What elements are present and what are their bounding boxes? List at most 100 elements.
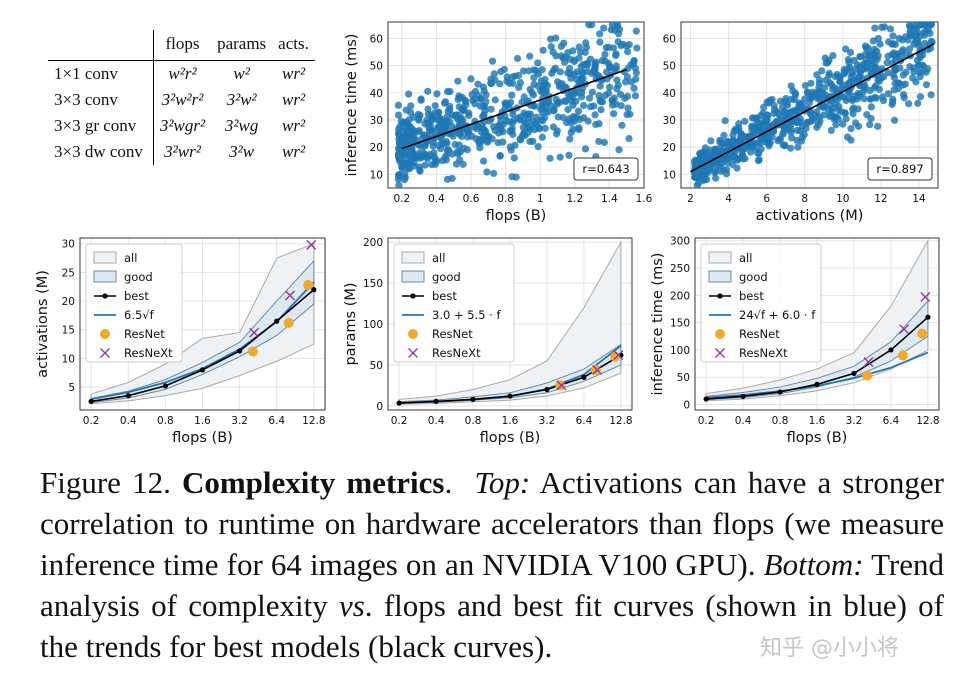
scatter-point: [910, 22, 918, 30]
y-tick-label: 40: [370, 88, 383, 100]
legend-label: all: [739, 251, 752, 265]
y-tick-label: 150: [363, 278, 383, 290]
scatter-point: [475, 135, 484, 144]
x-tick-label: 1.4: [601, 193, 618, 205]
legend-label: 6.5√f: [124, 308, 155, 322]
legend-label: good: [739, 270, 768, 284]
scatter-point: [591, 111, 599, 119]
scatter-point: [596, 82, 604, 90]
x-tick-label: 12.8: [916, 415, 939, 427]
legend-swatch-resnext: [100, 348, 110, 358]
band-good: [90, 259, 315, 404]
scatter-point: [816, 95, 824, 103]
scatter-point: [511, 72, 519, 80]
scatter-point: [487, 105, 495, 113]
scatter-point: [926, 29, 934, 37]
scatter-point: [479, 157, 488, 165]
resnext-marker: [613, 350, 624, 361]
table-cell-acts: wr²: [281, 64, 306, 83]
scatter-point: [397, 117, 405, 125]
scatter-point: [597, 106, 605, 114]
table-row: 3×3 gr conv 3²wgr² 3²wg wr²: [48, 113, 315, 139]
fit-line: [690, 43, 935, 173]
scatter-point: [446, 87, 454, 96]
scatter-point: [916, 93, 924, 101]
best-point: [162, 383, 168, 389]
y-tick-label: 50: [370, 360, 383, 372]
scatter-point: [592, 120, 600, 129]
scatter-point: [871, 24, 879, 32]
scatter-point: [402, 106, 410, 114]
scatter-point: [807, 94, 815, 103]
scatter-point: [549, 48, 557, 56]
scatter-point: [612, 50, 620, 58]
y-tick-label: 100: [670, 345, 690, 357]
x-tick-label: 0.4: [428, 415, 445, 427]
scatter-point: [429, 142, 437, 150]
scatter-point: [909, 74, 917, 82]
scatter-point: [691, 156, 699, 164]
y-axis-label: inference time (ms): [650, 253, 666, 396]
x-tick-label: 6: [763, 193, 770, 205]
x-tick-label: 0.8: [157, 415, 174, 427]
x-tick-label: 0.2: [393, 193, 410, 205]
scatter-point: [786, 108, 794, 117]
table-cell-flops: 3²wgr²: [159, 116, 206, 135]
correlation-box: [867, 157, 933, 181]
scatter-point: [468, 90, 476, 99]
scatter-point: [632, 27, 640, 35]
x-axis-label: flops (B): [480, 430, 541, 446]
scatter-point: [874, 122, 882, 130]
scatter-point: [748, 125, 756, 134]
scatter-point: [914, 99, 922, 107]
scatter-point: [424, 87, 432, 95]
scatter-point: [866, 95, 874, 103]
scatter-point: [890, 86, 898, 94]
watermark: 知乎 @小小将: [760, 636, 899, 661]
scatter-point: [866, 121, 874, 129]
scatter-point: [890, 116, 899, 124]
scatter-point: [782, 94, 790, 103]
scatter-point: [556, 68, 564, 76]
scatter-point: [801, 95, 809, 103]
scatter-point: [570, 114, 578, 122]
band-all: [398, 240, 622, 405]
legend-swatch-resnet: [100, 329, 110, 339]
scatter-point: [406, 164, 414, 173]
legend-swatch-best-dot: [410, 293, 416, 299]
resnet-marker: [862, 370, 873, 381]
scatter-point: [631, 92, 640, 100]
table-cell-params: w²: [233, 64, 250, 83]
scatter-point: [548, 69, 556, 77]
scatter-point: [872, 94, 880, 102]
x-tick-label: 0.2: [698, 415, 715, 427]
scatter-point: [586, 55, 595, 63]
scatter-point: [795, 101, 803, 109]
scatter-point: [814, 120, 823, 129]
legend-label: all: [432, 251, 445, 265]
scatter-point: [459, 115, 467, 124]
resnet-marker: [897, 350, 908, 361]
caption-bottom-text-2: . flops and best fit curves (shown in bl…: [40, 588, 944, 664]
scatter-point: [398, 163, 406, 171]
best-point: [544, 386, 550, 393]
resnext-marker: [285, 290, 296, 301]
best-point: [851, 370, 857, 377]
scatter-point: [516, 79, 524, 87]
scatter-point: [807, 79, 815, 87]
best-point: [433, 398, 439, 404]
scatter-point: [899, 46, 907, 54]
x-tick-label: 8: [801, 193, 808, 205]
resnext-marker: [863, 356, 874, 367]
scatter-point: [465, 111, 473, 120]
y-axis-label: params (M): [343, 282, 359, 365]
x-tick-label: 0.8: [465, 415, 482, 427]
scatter-point: [722, 166, 731, 174]
chart-panel-2: 2 4 6 8 10 12 14 10 20 30 40 50 60 activations (M) r=0…: [663, 21, 939, 224]
scatter-point: [716, 138, 724, 146]
scatter-point: [781, 141, 789, 149]
scatter-point: [395, 181, 403, 188]
legend-swatch-resnext: [408, 348, 418, 358]
scatter-point: [491, 96, 499, 104]
scatter-point: [719, 158, 727, 166]
